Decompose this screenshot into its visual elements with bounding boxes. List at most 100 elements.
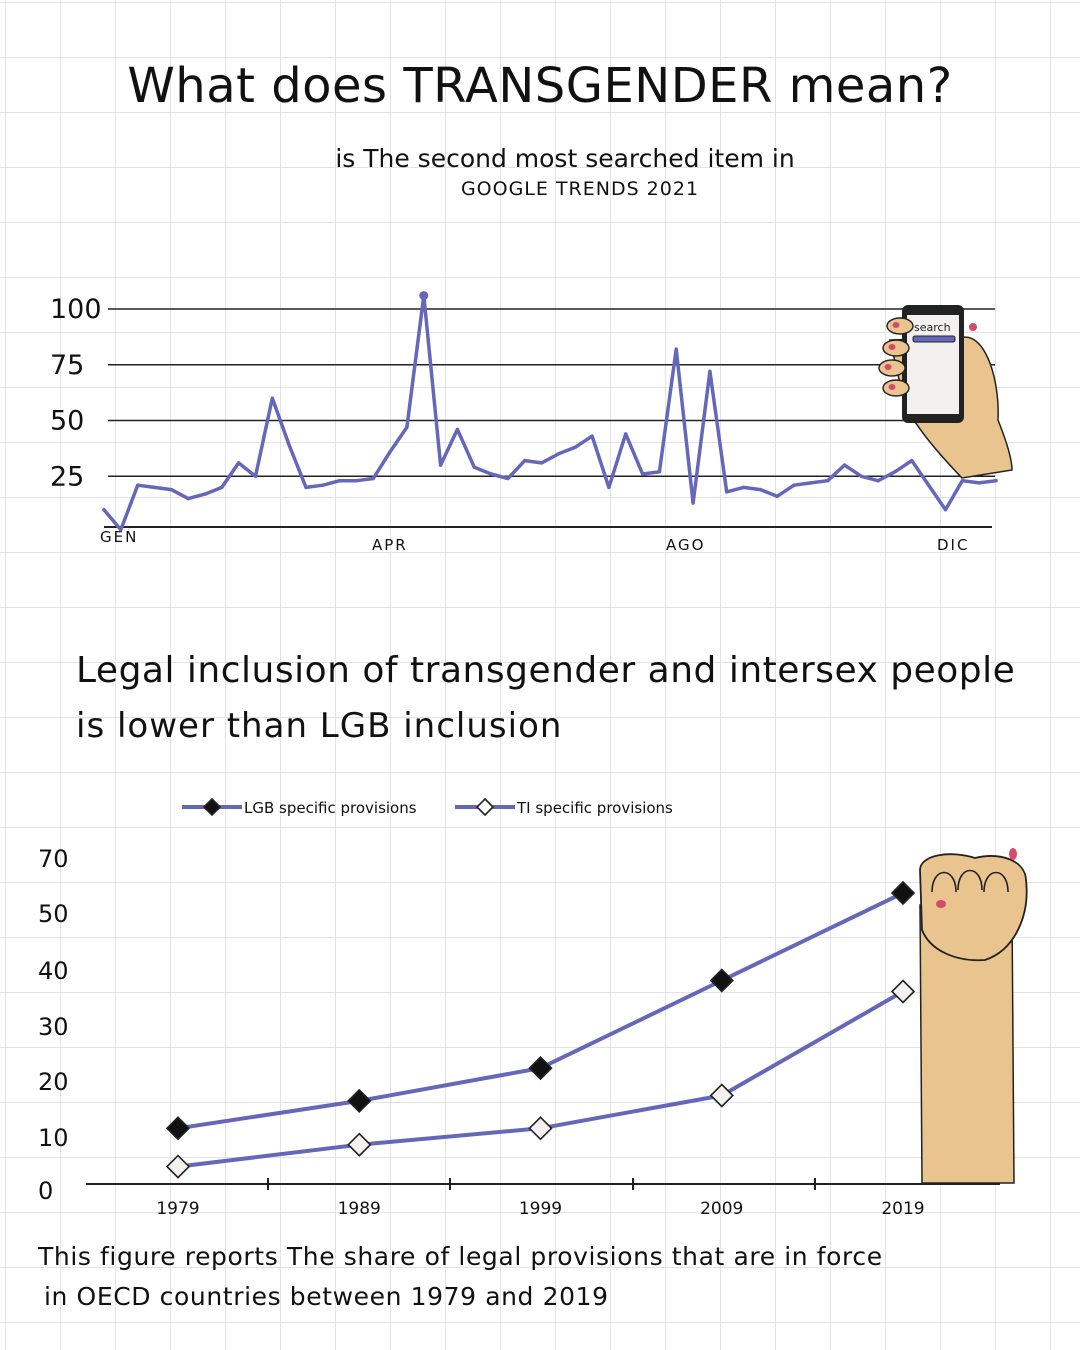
- finger: [878, 359, 906, 377]
- trend-data-point: [270, 396, 274, 400]
- x-tick-label: GEN: [100, 528, 138, 546]
- trend-data-point: [876, 479, 880, 483]
- trend-data-point: [136, 483, 140, 487]
- trend-data-point: [977, 481, 981, 485]
- knuckle: [983, 871, 1009, 893]
- fist-shape: [919, 853, 1028, 962]
- ti-data-point: [709, 1083, 734, 1108]
- lgb-data-point: [528, 1055, 553, 1081]
- fist-fingernail: [1009, 848, 1017, 860]
- lgb-data-point: [347, 1088, 372, 1114]
- trend-data-point: [994, 479, 998, 483]
- trend-data-point: [809, 481, 813, 485]
- trend-data-point: [472, 465, 476, 469]
- trend-data-point: [304, 485, 308, 490]
- finger: [886, 317, 914, 335]
- ti-data-point: [528, 1116, 553, 1141]
- trend-data-point: [674, 347, 678, 351]
- legend-marker: [475, 797, 495, 817]
- x-tick-label: DIC: [937, 536, 969, 554]
- trend-data-point: [220, 485, 224, 490]
- trend-data-point: [321, 483, 325, 487]
- trend-data-point: [337, 479, 342, 483]
- fingernail: [888, 384, 896, 390]
- fingernail: [888, 344, 896, 350]
- subtitle-line-1: is The second most searched item in: [335, 144, 795, 173]
- y-tick-label: 75: [50, 350, 84, 381]
- legend-label: LGB specific provisions: [244, 799, 417, 817]
- y-tick-label: 50: [38, 900, 69, 928]
- trend-data-point: [186, 496, 190, 501]
- legend-label: TI specific provisions: [516, 799, 673, 817]
- phone-search-bar: [912, 335, 956, 343]
- trend-data-point: [826, 479, 830, 483]
- trend-data-point: [590, 434, 594, 438]
- trend-data-point: [523, 458, 527, 463]
- trend-data-point: [119, 528, 123, 532]
- x-tick-label: 1989: [338, 1199, 381, 1219]
- lgb-data-point: [165, 1116, 191, 1141]
- y-tick-label: 20: [38, 1068, 69, 1096]
- trend-data-point: [691, 501, 695, 505]
- trend-data-point: [725, 490, 729, 494]
- trend-data-point: [607, 485, 611, 490]
- trend-data-point: [405, 425, 409, 429]
- finger: [882, 339, 910, 357]
- ti-data-point: [347, 1132, 372, 1157]
- x-tick-label: 1979: [156, 1199, 199, 1219]
- trend-data-point: [573, 445, 577, 449]
- trend-data-point: [354, 479, 359, 483]
- fingernail: [884, 364, 892, 370]
- trend-data-point: [893, 470, 897, 474]
- trend-data-point: [960, 479, 964, 483]
- legal-inclusion-line-chart: 70 50 40 30 20 10 0 1979 1989 1999 2009 2019 LGB spe…: [38, 797, 1028, 1219]
- lgb-data-point: [709, 968, 734, 993]
- trend-data-point: [455, 427, 460, 432]
- trend-data-point: [657, 470, 662, 474]
- trend-data-point: [371, 476, 375, 481]
- trend-data-point: [152, 485, 157, 490]
- trend-data-point: [792, 483, 796, 487]
- fist-fingernail: [936, 900, 946, 908]
- trend-data-point: [758, 487, 763, 492]
- caption-line-1: This figure reports The share of legal p…: [38, 1242, 883, 1271]
- peak-marker: [419, 291, 429, 301]
- trend-data-point: [169, 487, 173, 492]
- trend-data-point: [203, 492, 207, 496]
- y-tick-label: 0: [38, 1177, 53, 1205]
- page-title: What does TRANSGENDER mean?: [127, 58, 953, 114]
- thumb-nail: [969, 323, 977, 331]
- trend-data-point: [910, 458, 914, 463]
- section-title-line-2: is lower than LGB inclusion: [76, 706, 563, 746]
- y-tick-label: 70: [38, 845, 69, 873]
- knuckle: [957, 869, 983, 891]
- y-tick-label: 40: [38, 957, 69, 985]
- section-title-line-1: Legal inclusion of transgender and inter…: [76, 650, 1016, 691]
- y-tick-label: 25: [50, 461, 84, 492]
- trend-data-point: [741, 485, 746, 490]
- trend-data-point: [489, 472, 493, 476]
- hand-phone-illustration: search: [878, 305, 1013, 479]
- lgb-data-point: [890, 880, 916, 906]
- y-tick-label: 30: [38, 1013, 69, 1041]
- trend-data-point: [236, 461, 241, 465]
- ti-data-point: [890, 979, 916, 1004]
- trend-data-point: [640, 472, 645, 476]
- x-tick-label: APR: [372, 536, 408, 554]
- trend-data-point: [859, 474, 864, 478]
- knuckle: [931, 871, 957, 893]
- trend-data-point: [943, 508, 948, 512]
- google-trends-line-chart: 100 75 50 25 GEN APR AGO DIC search: [50, 291, 1013, 554]
- trend-data-point: [842, 463, 847, 467]
- phone-screen: [907, 315, 959, 414]
- y-tick-label: 100: [50, 294, 102, 325]
- y-tick-label: 50: [50, 406, 84, 437]
- trend-data-point: [624, 432, 628, 436]
- y-tick-label: 10: [38, 1124, 69, 1152]
- trend-data-point: [438, 463, 443, 467]
- trend-data-point: [556, 452, 561, 456]
- lgb-series-line: [177, 891, 904, 1131]
- phone-search-label: search: [914, 321, 951, 334]
- x-tick-label: 2009: [700, 1199, 743, 1219]
- trend-data-point: [287, 443, 291, 447]
